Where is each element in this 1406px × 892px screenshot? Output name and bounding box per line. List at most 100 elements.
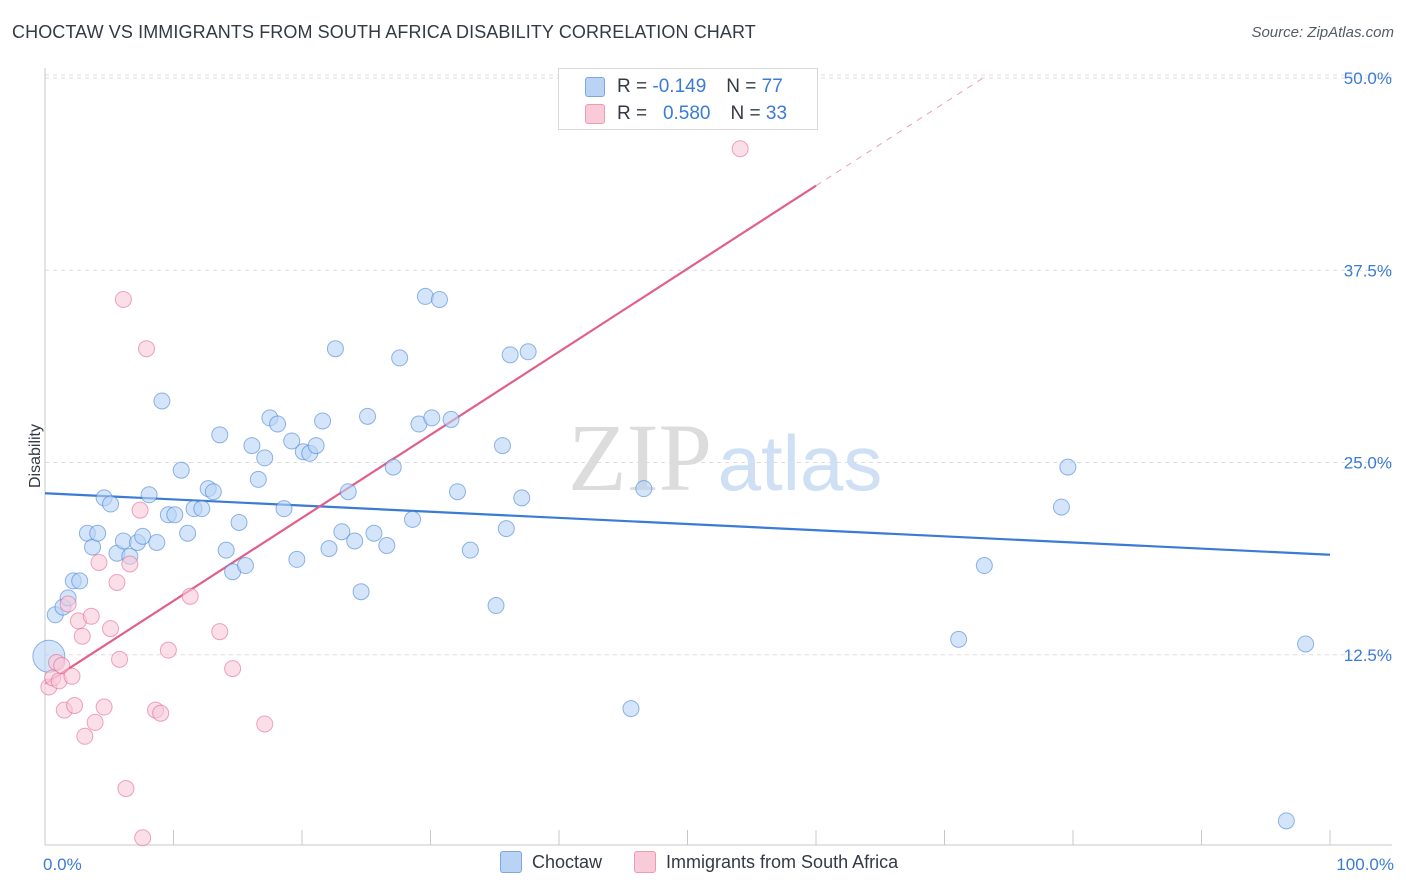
legend-swatch-south-africa <box>585 104 605 124</box>
point-choctaw <box>114 532 132 550</box>
trend-line <box>815 77 984 187</box>
r-label: R = <box>617 103 648 124</box>
point-choctaw <box>378 537 396 555</box>
point-choctaw <box>1277 812 1295 830</box>
point-choctaw <box>326 340 344 358</box>
point-choctaw <box>204 483 222 501</box>
point-choctaw <box>243 437 261 455</box>
n-value: 33 <box>765 103 788 124</box>
point-choctaw <box>236 557 254 575</box>
axes <box>44 68 1392 846</box>
source-label: Source: ZipAtlas.com <box>1251 24 1394 41</box>
n-label: N = <box>726 76 757 97</box>
trend-lines <box>44 77 1331 685</box>
point-south-africa <box>86 713 104 731</box>
point-choctaw <box>102 495 120 513</box>
point-choctaw <box>430 290 448 308</box>
point-choctaw <box>1052 498 1070 516</box>
point-choctaw <box>283 432 301 450</box>
point-choctaw <box>307 437 325 455</box>
point-south-africa <box>256 715 274 733</box>
point-south-africa <box>134 829 152 847</box>
y-tick-label: 12.5% <box>1344 646 1392 665</box>
point-choctaw <box>359 407 377 425</box>
point-choctaw <box>256 449 274 467</box>
r-label: R = <box>617 76 648 97</box>
y-tick-label: 50.0% <box>1344 69 1392 88</box>
point-south-africa <box>152 704 170 722</box>
series-legend: Choctaw Immigrants from South Africa <box>500 851 930 873</box>
point-south-africa <box>73 627 91 645</box>
point-choctaw <box>333 523 351 541</box>
trend-line <box>44 184 817 685</box>
watermark-atlas: atlas <box>718 419 883 507</box>
point-south-africa <box>731 140 749 158</box>
point-choctaw <box>950 630 968 648</box>
point-choctaw <box>497 520 515 538</box>
point-choctaw <box>1059 458 1077 476</box>
point-choctaw <box>71 572 89 590</box>
n-value: 77 <box>761 76 783 97</box>
point-choctaw <box>365 524 383 542</box>
legend-row-south-africa: R = 0.580 N = 33 <box>585 103 787 125</box>
point-choctaw <box>513 489 531 507</box>
point-choctaw <box>172 461 190 479</box>
point-choctaw <box>320 540 338 558</box>
correlation-legend: R = -0.149 N = 77 R = 0.580 N = 33 <box>558 68 818 130</box>
point-choctaw <box>519 343 537 361</box>
point-choctaw <box>501 346 519 364</box>
point-choctaw <box>217 541 235 559</box>
chart-title: CHOCTAW VS IMMIGRANTS FROM SOUTH AFRICA … <box>12 22 756 42</box>
legend-label-choctaw: Choctaw <box>532 851 603 872</box>
point-south-africa <box>121 555 139 573</box>
point-choctaw <box>346 532 364 550</box>
point-south-africa <box>90 553 108 571</box>
point-choctaw <box>166 506 184 524</box>
point-south-africa <box>131 501 149 519</box>
n-label: N = <box>730 103 761 124</box>
legend-swatch-choctaw <box>585 77 605 97</box>
point-south-africa <box>138 340 156 358</box>
tick-labels: 12.5% 25.0% 37.5% 50.0% 0.0% 100.0% <box>43 69 1394 874</box>
trend-line <box>44 492 1331 556</box>
r-value: 0.580 <box>662 103 711 124</box>
point-choctaw <box>487 597 505 615</box>
point-choctaw <box>230 513 248 531</box>
x-tick-label: 100.0% <box>1336 855 1394 874</box>
point-south-africa <box>66 697 84 715</box>
point-south-africa <box>111 650 129 668</box>
y-axis-label: Disability <box>27 423 45 489</box>
point-south-africa <box>159 641 177 659</box>
point-south-africa <box>211 623 229 641</box>
legend-swatch-south-africa <box>634 851 657 873</box>
point-south-africa <box>117 780 135 798</box>
point-choctaw <box>493 437 511 455</box>
point-choctaw <box>352 583 370 601</box>
point-choctaw <box>423 409 441 427</box>
point-south-africa <box>63 667 81 685</box>
point-choctaw <box>179 524 197 542</box>
point-choctaw <box>339 483 357 501</box>
point-south-africa <box>102 620 120 638</box>
legend-item-south-africa: Immigrants from South Africa <box>634 851 898 873</box>
legend-item-choctaw: Choctaw <box>500 851 602 873</box>
point-south-africa <box>59 595 77 613</box>
point-south-africa <box>108 573 126 591</box>
r-value: -0.149 <box>652 76 707 97</box>
point-south-africa <box>95 698 113 716</box>
point-choctaw <box>134 527 152 545</box>
point-choctaw <box>153 392 171 410</box>
point-choctaw <box>975 557 993 575</box>
point-choctaw <box>269 415 287 433</box>
point-choctaw <box>89 524 107 542</box>
x-tick-label: 0.0% <box>43 855 82 874</box>
point-choctaw <box>461 541 479 559</box>
point-choctaw <box>635 480 653 498</box>
point-choctaw <box>384 458 402 476</box>
point-choctaw <box>404 510 422 528</box>
point-choctaw <box>1297 635 1315 653</box>
legend-label-south-africa: Immigrants from South Africa <box>666 851 899 872</box>
point-choctaw <box>193 500 211 518</box>
point-choctaw <box>148 533 166 551</box>
